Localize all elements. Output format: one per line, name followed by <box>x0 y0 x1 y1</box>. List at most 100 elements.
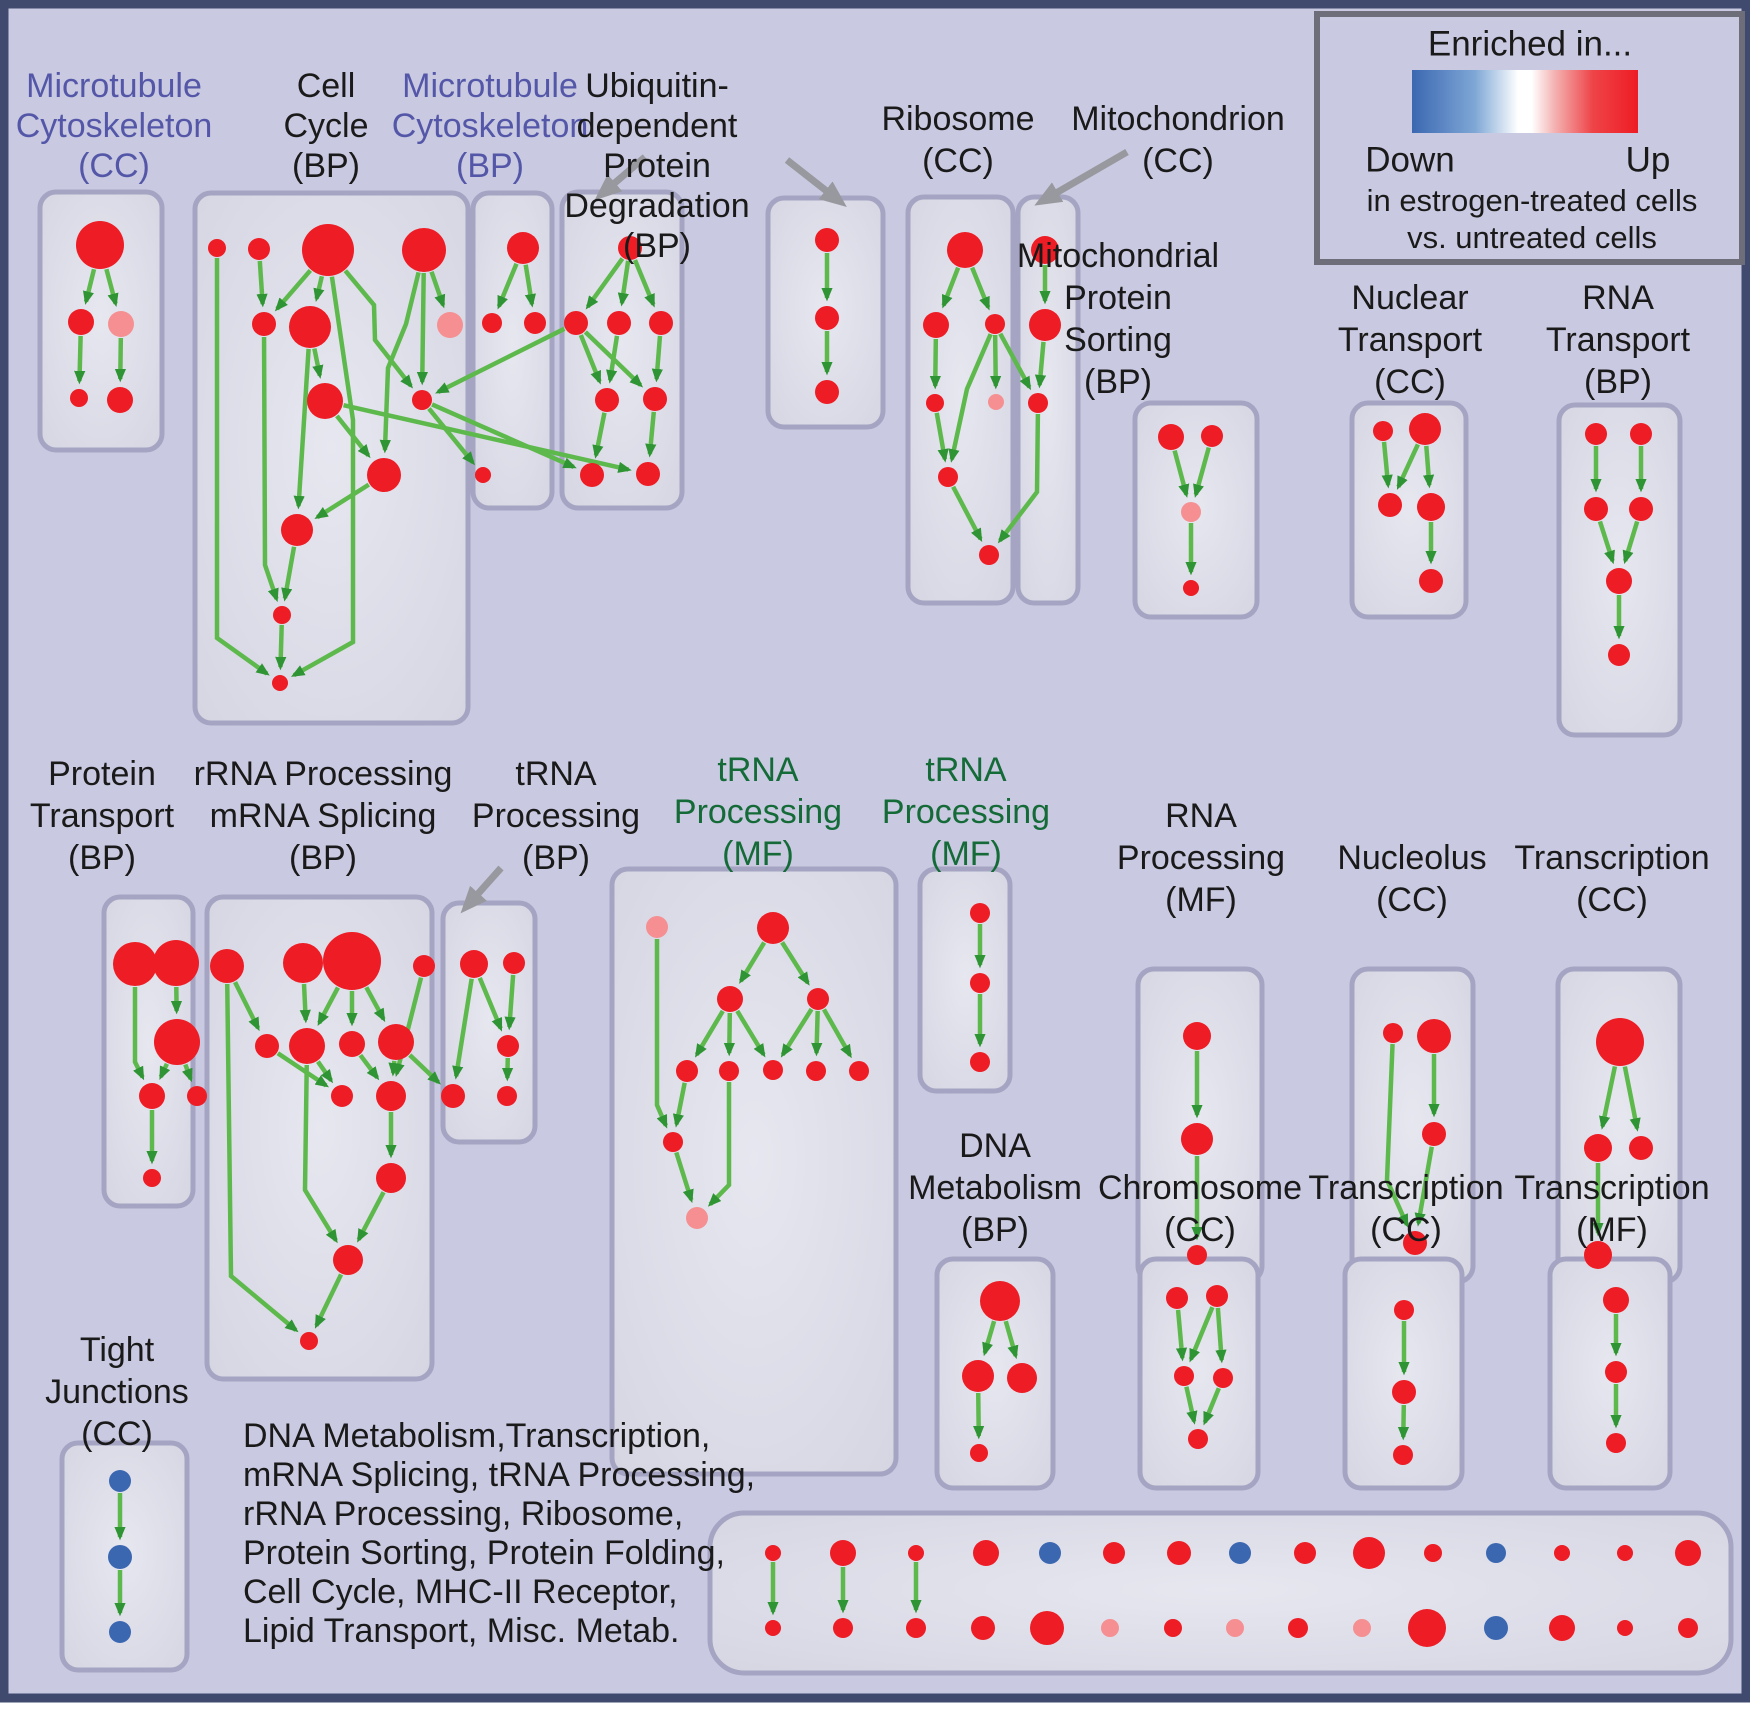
enrichment-edge <box>780 1007 814 1058</box>
go-term-node <box>1181 502 1201 522</box>
cluster-label-line: (BP) <box>292 147 360 185</box>
cluster-label-line: (BP) <box>456 147 524 185</box>
cluster-label-line: Processing <box>674 793 842 831</box>
enrichment-edge <box>114 337 127 383</box>
enrichment-edge <box>951 485 983 543</box>
cluster-label-line: Mitochondrial <box>1017 237 1219 275</box>
enrichment-edge <box>1414 1146 1434 1227</box>
enrichment-edge <box>276 1051 329 1088</box>
enrichment-edge <box>654 939 668 1129</box>
go-term-node <box>1039 1542 1061 1564</box>
go-term-node <box>649 311 673 335</box>
cluster-box-microtubule-cc <box>37 189 165 453</box>
go-term-node <box>113 942 157 986</box>
cluster-label-line: DNA <box>959 1127 1031 1165</box>
enrichment-edge <box>632 259 656 308</box>
go-term-node <box>970 973 990 993</box>
go-term-node <box>1629 497 1653 521</box>
go-term-node <box>1409 413 1441 445</box>
cluster-label-line: Protein <box>48 755 156 793</box>
go-term-node <box>76 221 124 269</box>
go-term-node <box>1226 1619 1244 1637</box>
go-term-node <box>1584 1241 1612 1269</box>
enrichment-edge <box>1384 1043 1409 1228</box>
enrichment-edge <box>429 270 446 309</box>
enrichment-edge <box>982 1320 997 1357</box>
enrichment-edge <box>998 332 1032 391</box>
cluster-label-line: Tight <box>80 1331 155 1369</box>
label-pointer-arrow-icon <box>1034 148 1129 206</box>
go-term-node <box>1183 1022 1211 1050</box>
go-term-node <box>643 387 667 411</box>
enrichment-edge <box>358 1053 380 1081</box>
enrichment-edge <box>735 1009 766 1058</box>
cluster-label-line: (BP) <box>623 227 691 265</box>
enrichment-edge <box>948 333 993 463</box>
cluster-box-dna-metabolism <box>934 1256 1056 1491</box>
go-term-node <box>273 606 291 624</box>
enrichment-edge <box>1172 449 1190 498</box>
go-term-node <box>1486 1543 1506 1563</box>
go-term-node <box>1629 1136 1653 1160</box>
cluster-label-line: (BP) <box>68 839 136 877</box>
misc-clusters-text-line: mRNA Splicing, tRNA Processing, <box>243 1456 755 1494</box>
cluster-label-line: Degradation <box>564 187 749 225</box>
go-term-node <box>970 1052 990 1072</box>
cluster-box-misc-wide <box>707 1510 1734 1676</box>
go-term-node <box>378 1024 414 1060</box>
cluster-label-line: (CC) <box>1164 1211 1236 1249</box>
enrichment-edge <box>293 348 311 510</box>
go-term-node <box>139 1083 165 1109</box>
go-term-node <box>830 1540 856 1566</box>
enrichment-edge <box>224 983 299 1333</box>
misc-clusters-text-line: rRNA Processing, Ribosome, <box>243 1495 683 1533</box>
cluster-label-line: Microtubule <box>402 67 578 105</box>
enrichment-edge <box>452 978 474 1080</box>
cluster-label-line: Microtubule <box>26 67 202 105</box>
cluster-label-line: Mitochondrion <box>1071 100 1285 138</box>
go-term-node <box>1403 1231 1427 1255</box>
go-term-node <box>765 1545 781 1561</box>
go-term-node <box>1167 1541 1191 1565</box>
go-term-node <box>109 1470 131 1492</box>
go-term-node <box>503 952 525 974</box>
enrichment-edge <box>694 1009 725 1058</box>
go-term-node <box>757 912 789 944</box>
label-pointer-arrow-icon <box>594 154 648 201</box>
go-term-node <box>289 1028 325 1064</box>
cluster-box-trna-mf-2 <box>917 866 1013 1094</box>
go-term-node <box>1393 1445 1413 1465</box>
go-term-node <box>413 955 435 977</box>
go-term-node <box>376 1163 406 1193</box>
misc-clusters-text-line: Lipid Transport, Misc. Metab. <box>243 1612 680 1650</box>
enrichment-edge <box>388 1060 400 1077</box>
enrichment-edge <box>1184 1386 1198 1425</box>
cluster-label-line: (CC) <box>81 1415 153 1453</box>
go-term-node <box>833 1618 853 1638</box>
enrichment-edge <box>723 1012 736 1057</box>
cluster-label-line: Sorting <box>1064 321 1172 359</box>
misc-clusters-text-line: Protein Sorting, Protein Folding, <box>243 1534 725 1572</box>
go-term-node <box>1206 1285 1228 1307</box>
cluster-label-line: Transport <box>30 797 175 835</box>
enrichment-edge <box>1422 445 1435 489</box>
go-term-node <box>926 394 944 412</box>
go-term-node <box>154 1019 200 1065</box>
enrichment-edge <box>1215 1307 1227 1364</box>
go-term-node <box>676 1060 698 1082</box>
go-term-node <box>1617 1620 1633 1636</box>
cluster-label-line: (CC) <box>1370 1211 1442 1249</box>
go-term-node <box>1678 1618 1698 1638</box>
go-term-node <box>367 458 401 492</box>
cluster-label-line: Processing <box>1117 839 1285 877</box>
enrichment-edge <box>379 271 421 454</box>
go-term-node <box>1605 1361 1627 1383</box>
cluster-label-line: tRNA <box>717 751 799 789</box>
go-term-node <box>923 312 949 338</box>
label-pointer-arrow-icon <box>460 865 504 914</box>
go-term-node <box>1007 1363 1037 1393</box>
enrichment-edge <box>408 1053 441 1085</box>
go-term-node <box>143 1169 161 1187</box>
cluster-label-line: (BP) <box>1584 363 1652 401</box>
